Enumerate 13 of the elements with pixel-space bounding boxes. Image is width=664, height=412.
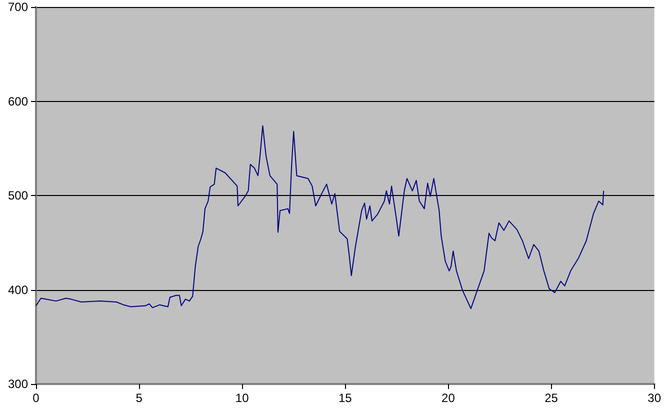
x-tick-label: 25: [544, 391, 558, 405]
x-tick-label: 15: [338, 391, 352, 405]
x-tick-label: 20: [442, 391, 456, 405]
x-tick-label: 0: [32, 391, 40, 405]
x-tick-label: 10: [235, 391, 250, 405]
y-tick-label: 400: [8, 282, 28, 297]
x-tick-label: 30: [648, 391, 662, 405]
line-series: [36, 125, 604, 310]
y-tick-label: 300: [8, 377, 28, 391]
y-tick-label: 700: [8, 0, 28, 14]
y-tick-label: 600: [8, 94, 28, 108]
y-tick-label: 500: [8, 188, 28, 202]
x-tick-label: 5: [136, 391, 143, 405]
